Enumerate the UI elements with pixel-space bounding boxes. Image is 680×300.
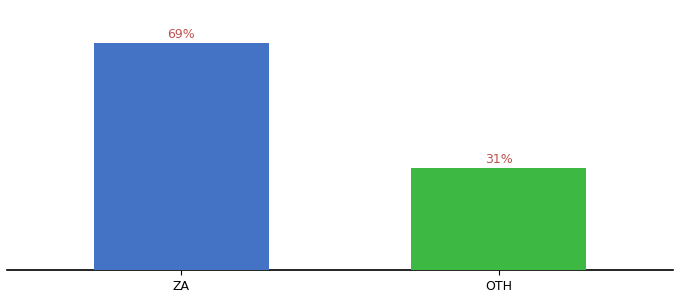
Text: 31%: 31% [485,153,513,166]
Text: 69%: 69% [167,28,195,40]
Bar [411,168,586,270]
Bar [94,43,269,270]
